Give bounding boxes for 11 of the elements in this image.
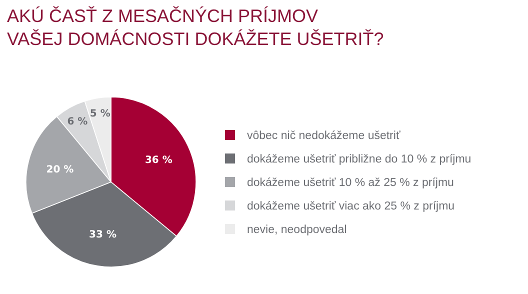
legend-label: dokážeme ušetriť 10 % až 25 % z príjmu (247, 177, 454, 190)
data-label: 5 % (90, 108, 110, 120)
chart-title: AKÚ ČASŤ Z MESAČNÝCH PRÍJMOV VAŠEJ DOMÁCNOSTI DOKÁŽETE UŠETRIŤ? (7, 6, 384, 49)
data-label: 33 % (89, 230, 116, 241)
data-label: 36 % (144, 155, 172, 166)
legend-label: dokážeme ušetriť viac ako 25 % z príjmu (247, 200, 455, 213)
legend-label: vôbec nič nedokážeme ušetriť (247, 130, 401, 142)
legend-label: dokážeme ušetriť približne do 10 % z príjmu (247, 154, 472, 166)
legend-label: nevie, neodpovedal (247, 224, 347, 236)
data-label: 6 % (67, 116, 88, 128)
data-label: 20 % (46, 164, 74, 176)
